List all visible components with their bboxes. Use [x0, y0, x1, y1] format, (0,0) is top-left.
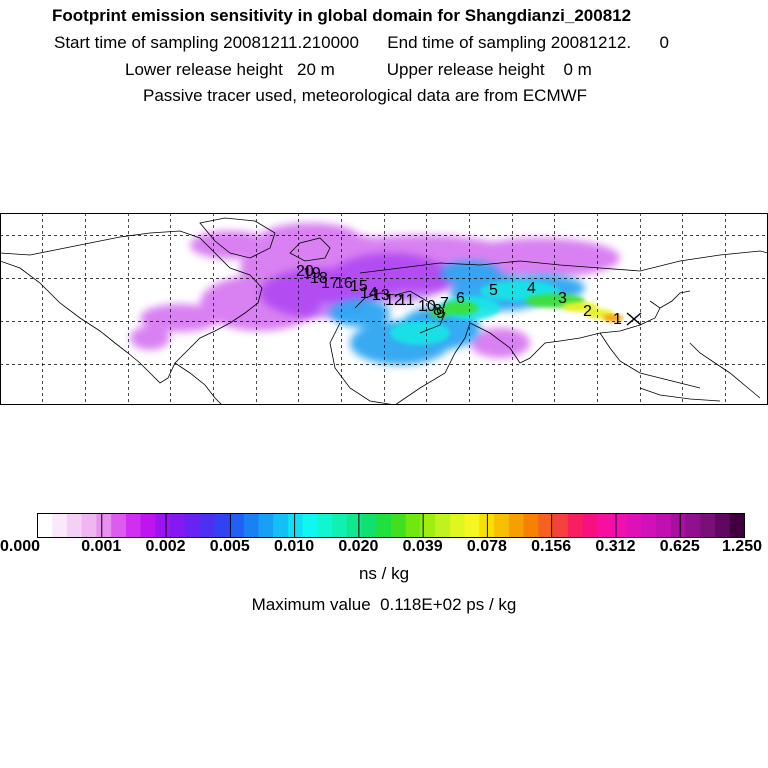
- colorbar-cell: [553, 513, 569, 538]
- colorbar-cell: [685, 513, 701, 538]
- colorbar-tick-label: 0.312: [595, 538, 636, 555]
- colorbar-cell: [435, 513, 451, 538]
- colorbar-tick-label: 0.000: [0, 538, 41, 555]
- day-label-9: 9: [436, 305, 445, 322]
- colorbar-cell: [582, 513, 598, 538]
- colorbar-cell: [700, 513, 716, 538]
- colorbar-cell: [346, 513, 363, 538]
- day-label-6: 6: [456, 290, 465, 307]
- colorbar-unit: ns / kg: [358, 564, 410, 583]
- colorbar-cell: [376, 513, 392, 538]
- colorbar-cell: [170, 513, 186, 538]
- colorbar-cell: [391, 513, 407, 538]
- colorbar-cell: [523, 513, 539, 538]
- colorbar-cell: [287, 513, 304, 538]
- colorbar-cell: [184, 513, 201, 538]
- colorbar-cell: [332, 513, 348, 538]
- grid-lines: [0, 213, 768, 405]
- colorbar-tick-label: 0.156: [531, 538, 572, 555]
- day-label-4: 4: [527, 280, 536, 297]
- day-label-10: 10: [418, 298, 436, 315]
- colorbar-cell: [361, 513, 377, 538]
- day-label-8: 8: [433, 302, 442, 319]
- day-label-19: 19: [303, 265, 321, 282]
- release-heights: Lower release height 20 m Upper release …: [125, 60, 592, 79]
- colorbar-cell: [273, 513, 289, 538]
- colorbar-cell: [597, 513, 613, 538]
- day-label-3: 3: [558, 290, 567, 307]
- receptor-x-marker: [626, 312, 642, 326]
- colorbar-cell: [641, 513, 657, 538]
- colorbar-cell: [420, 513, 436, 538]
- colorbar-cell: [243, 513, 259, 538]
- colorbar-cell: [302, 513, 318, 538]
- colorbar-tick-label: 1.250: [721, 538, 762, 555]
- day-label-12: 12: [385, 292, 403, 309]
- day-label-7: 7: [440, 295, 449, 312]
- maximum-value: Maximum value 0.118E+02 ps / kg: [251, 595, 517, 614]
- colorbar-cell: [626, 513, 642, 538]
- colorbar-cell: [199, 513, 215, 538]
- colorbar-cell: [449, 513, 466, 538]
- day-label-16: 16: [335, 275, 353, 292]
- colorbar-tick-label: 0.078: [466, 538, 507, 555]
- tracer-info: Passive tracer used, meteorological data…: [143, 86, 588, 105]
- colorbar: [37, 513, 745, 538]
- colorbar-cell: [567, 513, 583, 538]
- day-label-5: 5: [489, 282, 498, 299]
- day-label-1: 1: [613, 311, 622, 328]
- colorbar-cell: [538, 513, 554, 538]
- day-label-13: 13: [372, 287, 390, 304]
- colorbar-cell: [81, 513, 97, 538]
- colorbar-tick-label: 0.010: [274, 538, 315, 555]
- colorbar-cell: [155, 513, 171, 538]
- colorbar-cell: [140, 513, 156, 538]
- day-label-17: 17: [321, 275, 339, 292]
- colorbar-cell: [670, 513, 687, 538]
- colorbar-cell: [66, 513, 83, 538]
- colorbar-cell: [214, 513, 230, 538]
- day-label-2: 2: [583, 303, 592, 320]
- day-label-11: 11: [398, 292, 415, 309]
- colorbar-cell: [464, 513, 480, 538]
- colorbar-cell: [317, 513, 333, 538]
- colorbar-cell: [228, 513, 245, 538]
- colorbar-cell: [715, 513, 731, 538]
- colorbar-cell: [494, 513, 510, 538]
- figure-title: Footprint emission sensitivity in global…: [52, 6, 632, 25]
- colorbar-tick-label: 0.039: [402, 538, 443, 555]
- colorbar-cell: [405, 513, 421, 538]
- colorbar-cell: [258, 513, 274, 538]
- sampling-times: Start time of sampling 20081211.210000 E…: [54, 33, 669, 52]
- colorbar-cell: [125, 513, 142, 538]
- day-label-14: 14: [360, 285, 378, 302]
- colorbar-tick-label: 0.005: [209, 538, 250, 555]
- coastlines: [0, 217, 768, 405]
- colorbar-tick-label: 0.020: [338, 538, 379, 555]
- day-label-20: 20: [296, 263, 314, 280]
- colorbar-cell: [52, 513, 68, 538]
- colorbar-cell: [111, 513, 127, 538]
- colorbar-cell: [656, 513, 672, 538]
- colorbar-cell: [729, 513, 745, 538]
- colorbar-tick-label: 0.002: [145, 538, 186, 555]
- day-label-15: 15: [350, 278, 368, 295]
- colorbar-cell: [96, 513, 112, 538]
- day-label-18: 18: [310, 270, 328, 287]
- colorbar-tick-label: 0.001: [81, 538, 122, 555]
- colorbar-cell: [37, 513, 53, 538]
- colorbar-tick-label: 0.625: [659, 538, 700, 555]
- colorbar-cell: [508, 513, 525, 538]
- colorbar-cell: [611, 513, 628, 538]
